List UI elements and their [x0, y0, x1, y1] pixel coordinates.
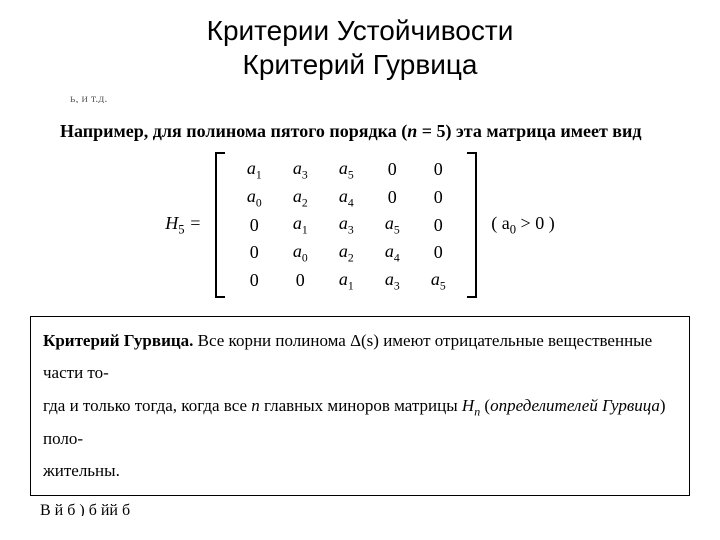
matrix-cell: a1	[277, 211, 323, 239]
matrix-cell: a4	[369, 239, 415, 267]
lead-post: ) эта матрица имеет вид	[446, 121, 642, 141]
box-t5: (	[480, 396, 490, 415]
box-t7: жительны.	[43, 461, 120, 480]
matrix-cell: a0	[231, 184, 277, 212]
cutoff-top: ь, и т.д.	[70, 91, 700, 103]
matrix-cell: 0	[231, 267, 277, 295]
matrix-cell: a4	[323, 184, 369, 212]
matrix-equation: H5 = a1a3a500a0a2a4000a1a3a500a0a2a4000a…	[20, 152, 700, 298]
box-n: n	[251, 396, 260, 415]
slide-title: Критерии Устойчивости Критерий Гурвица	[20, 14, 700, 81]
matrix-cell: 0	[369, 156, 415, 184]
box-label: Критерий Гурвица.	[43, 331, 193, 350]
box-Hn: Hn	[462, 396, 480, 415]
matrix-cell: a3	[323, 211, 369, 239]
matrix-cell: 0	[231, 211, 277, 239]
lead-var: n	[407, 121, 417, 141]
lead-pre: Например, для полинома пятого порядка (	[60, 121, 407, 141]
condition: ( a0 > 0 )	[491, 213, 554, 238]
matrix-cell: 0	[415, 184, 461, 212]
matrix-cell: 0	[415, 211, 461, 239]
matrix-cell: 0	[415, 239, 461, 267]
title-line2: Критерий Гурвица	[243, 49, 478, 80]
lead-text: Например, для полинома пятого порядка (n…	[60, 121, 700, 142]
matrix-cell: a5	[323, 156, 369, 184]
hurwitz-matrix: a1a3a500a0a2a4000a1a3a500a0a2a4000a1a3a5	[215, 152, 477, 298]
matrix-cell: 0	[277, 267, 323, 295]
criterion-box: Критерий Гурвица. Все корни полинома Δ(s…	[30, 316, 690, 496]
matrix-cell: a3	[369, 267, 415, 295]
matrix-cell: a0	[277, 239, 323, 267]
box-italics: определителей Гурвица	[490, 396, 660, 415]
matrix-cell: 0	[231, 239, 277, 267]
matrix-cell: a5	[369, 211, 415, 239]
box-t4: главных миноров матрицы	[260, 396, 462, 415]
matrix-cell: a2	[323, 239, 369, 267]
cutoff-bottom: В й б ) б йй б	[40, 502, 690, 516]
matrix-cell: a1	[231, 156, 277, 184]
matrix-cell: a1	[323, 267, 369, 295]
matrix-cell: a2	[277, 184, 323, 212]
matrix-cell: 0	[369, 184, 415, 212]
matrix-cell: a3	[277, 156, 323, 184]
lead-eq: = 5	[417, 121, 445, 141]
box-t3: гда и только тогда, когда все	[43, 396, 251, 415]
matrix-cell: a5	[415, 267, 461, 295]
box-delta: Δ(s)	[350, 331, 379, 350]
eq-left: H5 =	[165, 213, 201, 238]
title-line1: Критерии Устойчивости	[207, 15, 514, 46]
matrix-cell: 0	[415, 156, 461, 184]
box-t1: Все корни полинома	[193, 331, 350, 350]
